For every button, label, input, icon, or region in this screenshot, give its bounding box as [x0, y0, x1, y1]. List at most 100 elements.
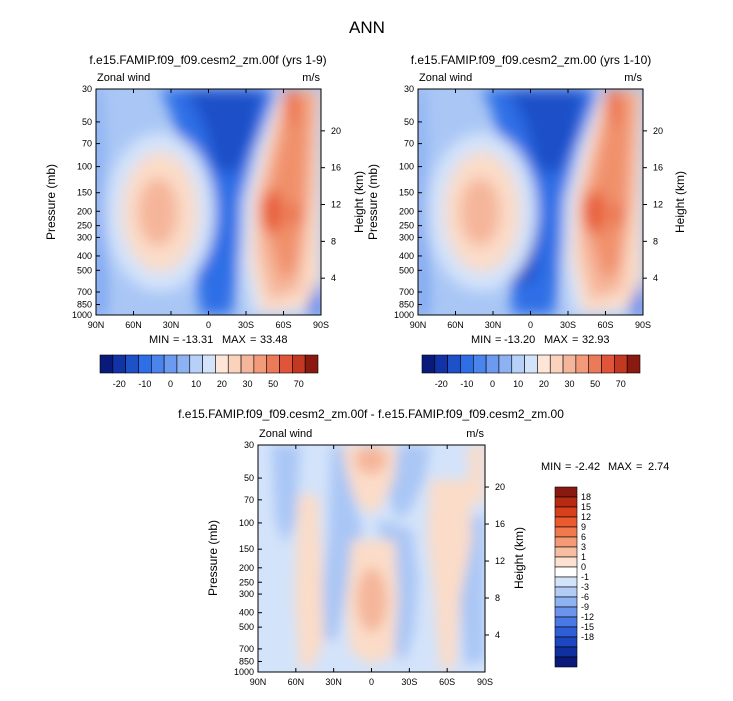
colorbar-swatch	[554, 556, 578, 568]
y-tick-label: 850	[399, 300, 414, 310]
y-tick-label: 300	[239, 589, 254, 599]
colorbar-swatch	[554, 656, 578, 668]
colorbar-tick-label: 9	[581, 522, 586, 532]
height-tick-label: 20	[495, 482, 505, 492]
panel-3-variable: Zonal wind	[259, 428, 312, 440]
panel-3-max-eq: =	[636, 461, 642, 473]
height-tick-label: 12	[331, 200, 341, 210]
colorbar-swatch	[554, 596, 578, 608]
colorbar-swatch	[227, 354, 242, 374]
panel-1-min-eq: =	[173, 334, 179, 346]
colorbar-swatch	[472, 354, 487, 374]
colorbar-tick-label: 6	[581, 532, 586, 542]
colorbar-swatch	[215, 354, 229, 374]
colorbar-swatch	[554, 536, 578, 548]
colorbar-tick-label: 18	[581, 492, 591, 502]
y-tick-label: 70	[404, 139, 414, 149]
y-tick-label: 250	[77, 221, 92, 231]
colorbar-swatch	[554, 586, 578, 598]
x-tick-label: 0	[369, 677, 374, 687]
panel-1-max-value: 33.48	[260, 334, 288, 346]
panel-3-min-label: MIN	[541, 461, 561, 473]
colorbar-tick-label: 50	[590, 379, 600, 389]
panel-2-max-value: 32.93	[582, 334, 610, 346]
y-tick-label: 250	[399, 221, 414, 231]
panel-2-ylabel: Pressure (mb)	[366, 164, 380, 240]
y-tick-label: 400	[399, 251, 414, 261]
panel-2-min-label: MIN	[471, 334, 491, 346]
colorbar-tick-label: 0	[490, 379, 495, 389]
x-tick-label: 60S	[439, 677, 455, 687]
page-title: ANN	[349, 18, 385, 37]
panel-2-max-eq: =	[572, 334, 578, 346]
y-tick-label: 1000	[72, 310, 92, 320]
height-tick-label: 4	[653, 273, 658, 283]
colorbar-tick-label: -3	[581, 582, 589, 592]
colorbar-swatch	[240, 354, 255, 374]
y-tick-label: 70	[82, 139, 92, 149]
colorbar-swatch	[554, 636, 578, 648]
panel-1-units: m/s	[302, 72, 320, 84]
colorbar-tick-label: 3	[581, 542, 586, 552]
colorbar-tick-label: 70	[294, 379, 304, 389]
panel-3-min-eq: =	[565, 461, 571, 473]
panel-1-variable: Zonal wind	[97, 72, 150, 84]
panel-1-axes: 90N 60N 30N 0 30S 60S 90S 30 50 70 100 150 200 250300…	[72, 84, 341, 330]
y-tick-label: 250	[239, 577, 254, 587]
x-tick-label: 90N	[88, 320, 105, 330]
colorbar-swatch	[554, 566, 578, 578]
colorbar-swatch	[304, 354, 319, 374]
colorbar-swatch	[434, 354, 448, 374]
colorbar-swatch	[554, 616, 578, 628]
colorbar-swatch	[554, 526, 578, 538]
colorbar-swatch	[253, 354, 268, 374]
y-tick-label: 850	[239, 656, 254, 666]
x-tick-label: 0	[528, 320, 533, 330]
panel-1-title: f.e15.FAMIP.f09_f09.cesm2_zm.00f (yrs 1-…	[89, 53, 326, 67]
y-tick-label: 30	[244, 440, 254, 450]
panel-3-max-value: 2.74	[648, 461, 669, 473]
y-tick-label: 200	[399, 206, 414, 216]
colorbar-swatch	[163, 354, 178, 374]
y-tick-label: 50	[82, 117, 92, 127]
panel-2-min-value: -13.20	[504, 334, 535, 346]
colorbar-tick-label: 20	[539, 379, 549, 389]
colorbar-tick-label: 30	[564, 379, 574, 389]
height-tick-label: 8	[653, 236, 658, 246]
x-tick-label: 60N	[125, 320, 142, 330]
x-tick-label: 60S	[597, 320, 613, 330]
x-tick-label: 90N	[410, 320, 427, 330]
colorbar-tick-label: -12	[581, 612, 594, 622]
y-tick-label: 150	[399, 188, 414, 198]
panel-2-axes: 90N 60N 30N 0 30S 60S 90S 30 50 70 100 150 200 250300…	[394, 84, 663, 330]
y-tick-label: 200	[239, 563, 254, 573]
x-tick-label: 90S	[477, 677, 493, 687]
colorbar-swatch	[150, 354, 165, 374]
x-tick-label: 30S	[560, 320, 576, 330]
height-tick-label: 8	[331, 236, 336, 246]
colorbar-swatch	[554, 496, 578, 508]
y-tick-label: 400	[239, 608, 254, 618]
y-tick-label: 300	[77, 232, 92, 242]
panel-1-contour-field	[96, 89, 321, 315]
panel-3-title: f.e15.FAMIP.f09_f09.cesm2_zm.00f - f.e15…	[178, 407, 564, 421]
y-tick-label: 100	[399, 162, 414, 172]
colorbar-swatch	[554, 516, 578, 528]
colorbar-swatch	[511, 354, 525, 374]
colorbar-tick-label: -6	[581, 592, 589, 602]
colorbar-swatch	[447, 354, 461, 374]
x-tick-label: 60N	[288, 677, 305, 687]
colorbar-swatch	[279, 354, 293, 374]
colorbar-tick-label: -18	[581, 632, 594, 642]
height-tick-label: 4	[331, 273, 336, 283]
panel-1-max-eq: =	[250, 334, 256, 346]
y-tick-label: 70	[244, 495, 254, 505]
colorbar-swatch	[421, 354, 436, 374]
colorbar-swatch	[554, 506, 578, 518]
colorbar-swatch	[554, 646, 578, 658]
colorbar-tick-label: -10	[460, 379, 473, 389]
colorbar-swatch	[99, 354, 114, 374]
